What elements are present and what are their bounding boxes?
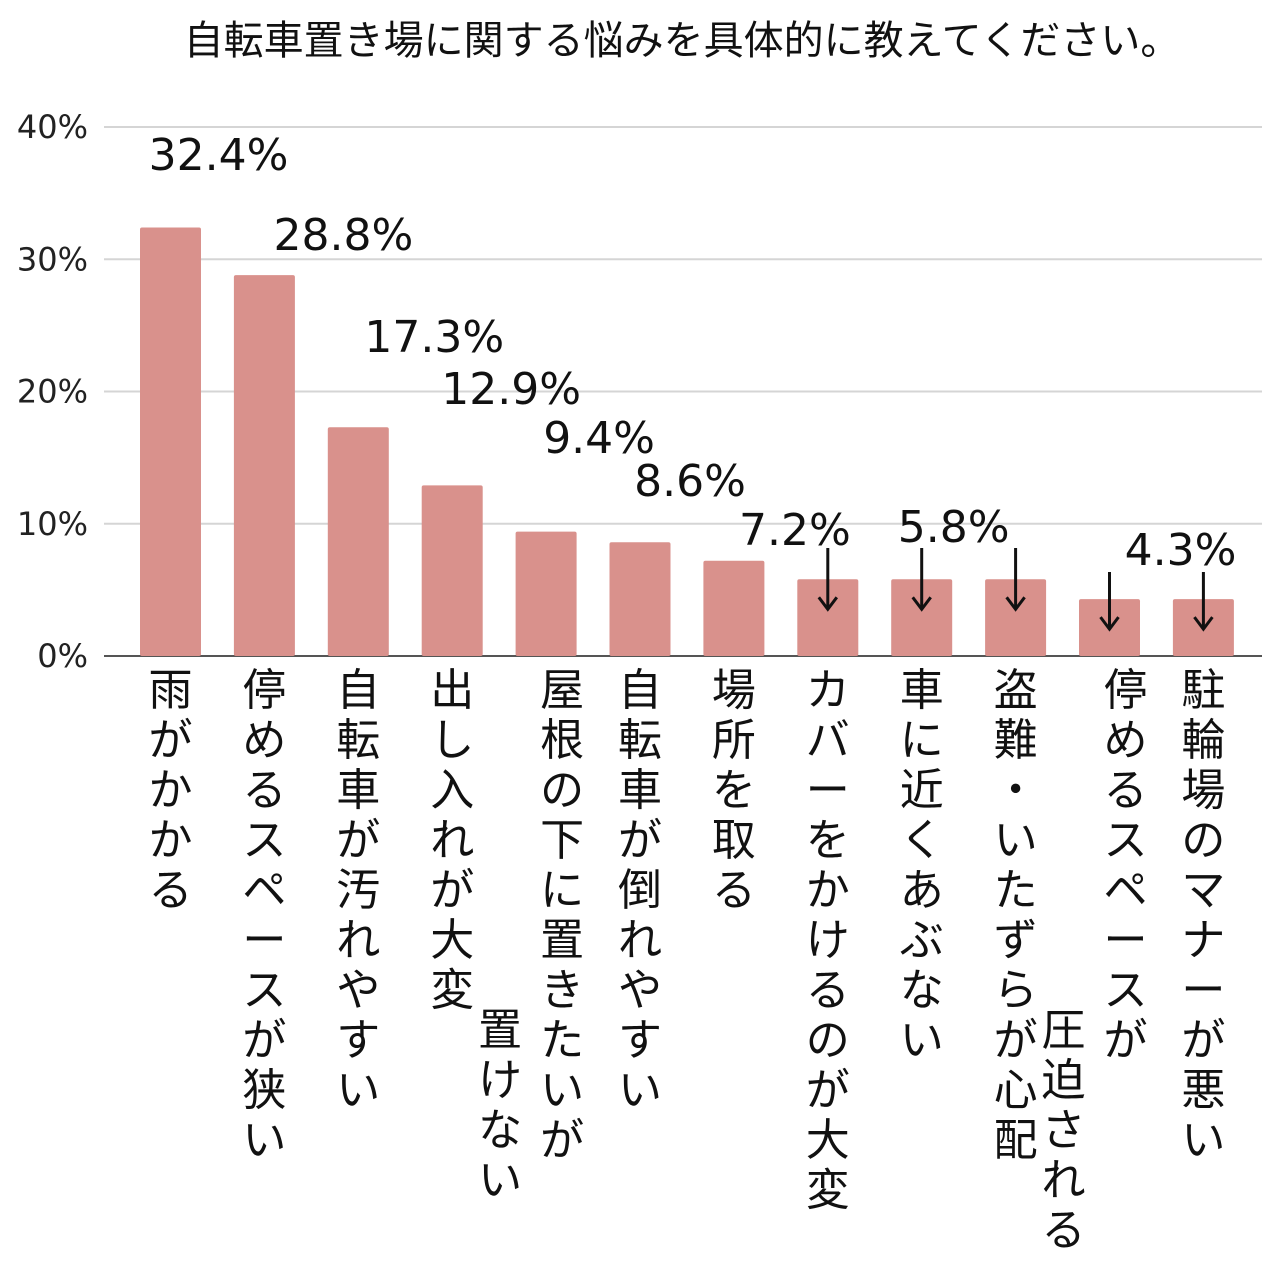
grid (104, 126, 1262, 657)
data-labels: 32.4% 28.8% 17.3%12.9%9.4%8.6%7.2% 5.8% 4.3% (149, 130, 1237, 576)
y-tick-label: 20% (17, 373, 88, 411)
bar (515, 531, 577, 656)
y-axis-ticks: 0% 10% 20% 30% 40% (17, 108, 88, 675)
data-label: 5.8% (898, 502, 1010, 553)
bar (985, 579, 1047, 656)
category-label: 出し入れが大変 (430, 665, 474, 1016)
y-tick-label: 10% (17, 505, 88, 543)
category-label: 車に近くあぶない (900, 665, 944, 1066)
category-label: 駐輪場のマナーが悪い (1181, 665, 1225, 1166)
y-tick-label: 40% (17, 108, 88, 146)
chart-title: 自転車置き場に関する悩みを具体的に教えてください。 (184, 18, 1181, 64)
data-label: 8.6% (634, 456, 746, 507)
data-label: 9.4% (543, 413, 655, 464)
category-label: 置けない (478, 1005, 522, 1206)
category-label: 停めるスペースが狭い (242, 665, 286, 1166)
bar (140, 227, 201, 656)
bar (327, 427, 389, 656)
category-label: 場所を取る (712, 665, 756, 916)
category-label: 自転車が汚れやすい (336, 665, 380, 1116)
arrow-icon (817, 548, 838, 612)
bars (140, 227, 1234, 656)
category-labels: 雨がかかる 停めるスペースが狭い 自転車が汚れやすい 出し入れが大変 屋根の下に置きたい… (149, 665, 1226, 1256)
category-label: 盗難・いたずらが心配 (994, 665, 1038, 1166)
data-label: 32.4% (149, 130, 289, 181)
bar (421, 485, 483, 656)
data-label: 7.2% (739, 505, 851, 556)
bar (797, 579, 859, 656)
data-label: 4.3% (1125, 525, 1237, 576)
category-label: カバーをかけるのが大変 (806, 665, 850, 1216)
category-label: 圧迫される (1042, 1005, 1086, 1256)
bar (703, 560, 765, 656)
category-label: 雨がかかる (149, 665, 193, 916)
arrow-icon (1099, 572, 1120, 632)
category-label: 屋根の下に置きたいが (540, 665, 584, 1166)
arrow-icon (911, 548, 932, 612)
bar (609, 542, 671, 656)
bar (233, 275, 295, 656)
data-label: 17.3% (364, 312, 504, 363)
category-label: 自転車が倒れやすい (618, 665, 662, 1116)
y-tick-label: 0% (37, 637, 88, 675)
arrow-icon (1193, 572, 1214, 632)
arrow-icon (1005, 548, 1026, 612)
data-label: 12.9% (441, 364, 581, 415)
category-label: 停めるスペースが (1104, 665, 1148, 1066)
data-label: 28.8% (274, 210, 414, 261)
label-arrows (817, 548, 1214, 632)
bar (891, 579, 953, 656)
y-tick-label: 30% (17, 240, 88, 278)
